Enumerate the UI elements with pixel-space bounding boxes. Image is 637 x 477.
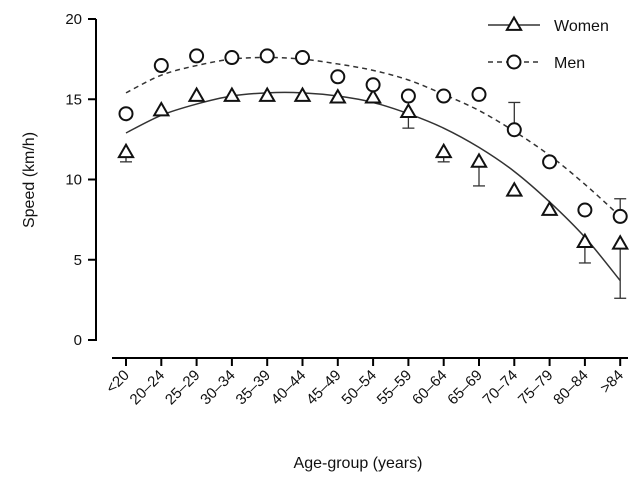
x-axis-title: Age-group (years): [294, 455, 423, 472]
women-point: [364, 88, 382, 104]
women-point: [611, 234, 630, 250]
men-point: [365, 77, 381, 93]
legend: Women Men: [488, 15, 609, 72]
men-point: [436, 88, 452, 104]
women-point: [434, 142, 453, 159]
fit-line-women: [125, 91, 621, 282]
men-point: [330, 69, 346, 85]
women-point: [293, 86, 312, 102]
legend-label: Men: [554, 55, 585, 72]
y-axis-title: Speed (km/h): [21, 132, 38, 228]
women-point: [505, 181, 524, 197]
x-tick-label: 55–59: [374, 367, 416, 409]
error-bars: [120, 101, 627, 299]
legend-circle-marker: [506, 54, 522, 70]
men-point: [577, 202, 593, 218]
men-point: [400, 88, 416, 104]
men-point: [612, 208, 628, 224]
women-point: [117, 142, 135, 159]
women-point: [258, 86, 277, 102]
x-ticks: <2020–2425–2930–3435–3940–4445–4950–5455…: [103, 358, 627, 408]
women-point: [328, 88, 347, 104]
legend-label: Women: [554, 18, 609, 35]
men-point: [153, 58, 169, 74]
x-tick-label: 75–79: [515, 367, 557, 409]
men-point: [189, 48, 205, 64]
x-tick-label: 60–64: [409, 367, 451, 409]
men-point: [224, 50, 240, 66]
x-tick-label: 25–29: [162, 367, 204, 409]
x-tick-label: 80–84: [550, 367, 592, 409]
women-point: [223, 86, 241, 102]
x-tick-label: 65–69: [444, 367, 486, 409]
women-point: [470, 152, 488, 168]
women-point: [399, 102, 418, 118]
x-tick-label: 45–49: [303, 367, 345, 409]
y-ticks: 0 5 10 15 20: [65, 11, 96, 349]
x-tick-label: 50–54: [338, 367, 380, 409]
x-tick-label: <20: [103, 367, 133, 397]
x-tick-label: 35–39: [233, 367, 275, 409]
fit-line-men: [125, 56, 621, 217]
y-tick-label: 20: [65, 11, 82, 28]
women-point: [187, 86, 206, 102]
legend-triangle-marker: [505, 15, 523, 31]
women-point: [576, 232, 594, 248]
y-tick-label: 15: [65, 91, 82, 108]
women-point: [152, 100, 171, 117]
x-tick-label: 40–44: [268, 367, 310, 409]
men-point: [118, 106, 134, 122]
y-tick-label: 0: [74, 332, 82, 349]
men-point: [295, 50, 310, 66]
x-tick-label: 20–24: [127, 367, 169, 409]
men-point: [542, 154, 558, 170]
men-point: [259, 48, 275, 64]
y-tick-label: 10: [65, 172, 82, 189]
y-tick-label: 5: [74, 252, 82, 269]
x-tick-label: >84: [597, 367, 627, 397]
women-point: [540, 200, 559, 216]
x-tick-label: 70–74: [480, 367, 522, 409]
data-points: [117, 48, 630, 250]
men-point: [506, 122, 522, 138]
men-point: [471, 86, 487, 102]
x-tick-label: 30–34: [197, 367, 239, 409]
